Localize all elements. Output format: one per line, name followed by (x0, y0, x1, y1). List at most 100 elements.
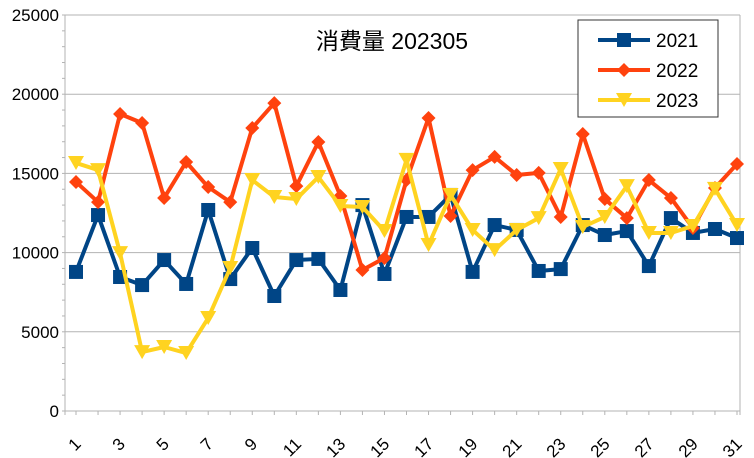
data-point (663, 211, 678, 226)
chart-title: 消費量 202305 (316, 28, 468, 54)
data-point (640, 225, 657, 240)
series-2023 (68, 152, 745, 361)
data-point (575, 126, 590, 141)
data-point (531, 263, 546, 278)
data-point (617, 33, 631, 47)
data-point (399, 209, 414, 224)
data-point (201, 202, 216, 217)
data-point (729, 218, 745, 233)
data-point (223, 195, 238, 210)
data-point (398, 152, 415, 167)
data-point (311, 251, 326, 266)
data-point (376, 224, 393, 239)
series-2021 (69, 187, 744, 304)
legend-label: 2022 (656, 61, 698, 82)
data-point (641, 173, 656, 188)
x-tick-label: 1 (65, 434, 85, 454)
data-point (310, 170, 327, 185)
data-point (289, 253, 304, 268)
data-point (730, 231, 744, 246)
data-point (486, 243, 503, 258)
data-point (597, 192, 612, 207)
data-point (619, 211, 634, 226)
data-point (69, 174, 83, 189)
x-tick-label: 7 (197, 434, 217, 454)
data-point (267, 289, 282, 304)
legend: 2021 2022 2023 (577, 19, 719, 118)
data-point (267, 96, 282, 111)
data-point (617, 63, 631, 77)
data-point (134, 345, 151, 360)
data-point (641, 259, 656, 274)
y-tick-label: 20000 (12, 85, 59, 104)
data-point (421, 209, 436, 224)
data-point (222, 260, 239, 275)
x-tick-label: 9 (241, 434, 261, 454)
data-point (553, 209, 568, 224)
x-tick-label: 29 (675, 434, 702, 458)
data-point (91, 195, 106, 210)
x-tick-label: 15 (366, 434, 393, 458)
data-point (112, 246, 129, 261)
data-point (663, 190, 678, 205)
data-point (377, 266, 392, 281)
data-point (574, 219, 591, 234)
legend-item: 2022 (598, 61, 698, 82)
x-tick-label: 31 (719, 434, 746, 458)
data-point (707, 221, 722, 236)
x-tick-label: 13 (322, 434, 349, 458)
y-tick-label: 10000 (12, 244, 59, 263)
data-point (377, 250, 392, 265)
series-group (68, 96, 745, 361)
x-tick-label: 11 (279, 434, 305, 458)
data-point (487, 149, 502, 164)
x-tick-label: 19 (455, 434, 482, 458)
x-tick-label: 27 (631, 434, 658, 458)
data-point (135, 278, 150, 293)
series-line (75, 157, 739, 356)
data-point (355, 263, 370, 278)
data-point (288, 192, 305, 207)
data-point (465, 163, 480, 178)
x-tick-label: 17 (411, 434, 438, 458)
data-point (332, 199, 349, 214)
data-point (135, 116, 150, 131)
data-point (200, 311, 217, 326)
data-point (68, 155, 84, 170)
y-tick-label: 0 (50, 402, 59, 421)
data-point (311, 135, 326, 150)
data-point (465, 264, 480, 279)
data-point (530, 211, 547, 226)
data-point (730, 157, 744, 172)
data-point (531, 165, 546, 180)
data-point (289, 179, 304, 194)
data-point (420, 237, 437, 252)
x-tick-label: 21 (499, 434, 526, 458)
data-point (156, 340, 173, 355)
data-point (157, 190, 172, 205)
legend-item: 2021 (598, 31, 698, 52)
data-point (333, 282, 348, 297)
data-point (619, 224, 634, 239)
data-point (91, 208, 106, 223)
series-2022 (69, 96, 744, 278)
x-tick-label: 25 (587, 434, 614, 458)
data-point (706, 181, 723, 196)
data-point (244, 173, 261, 188)
data-point (443, 209, 458, 224)
data-point (69, 264, 83, 279)
data-point (179, 276, 194, 291)
data-point (552, 161, 569, 176)
data-point (684, 218, 701, 233)
x-tick-label: 3 (109, 434, 129, 454)
legend-item: 2023 (598, 91, 698, 112)
data-point (616, 93, 632, 107)
data-point (509, 167, 524, 182)
y-tick-label: 5000 (21, 323, 59, 342)
data-point (201, 180, 216, 195)
data-point (421, 110, 436, 125)
data-point (596, 209, 613, 224)
data-point (597, 228, 612, 243)
